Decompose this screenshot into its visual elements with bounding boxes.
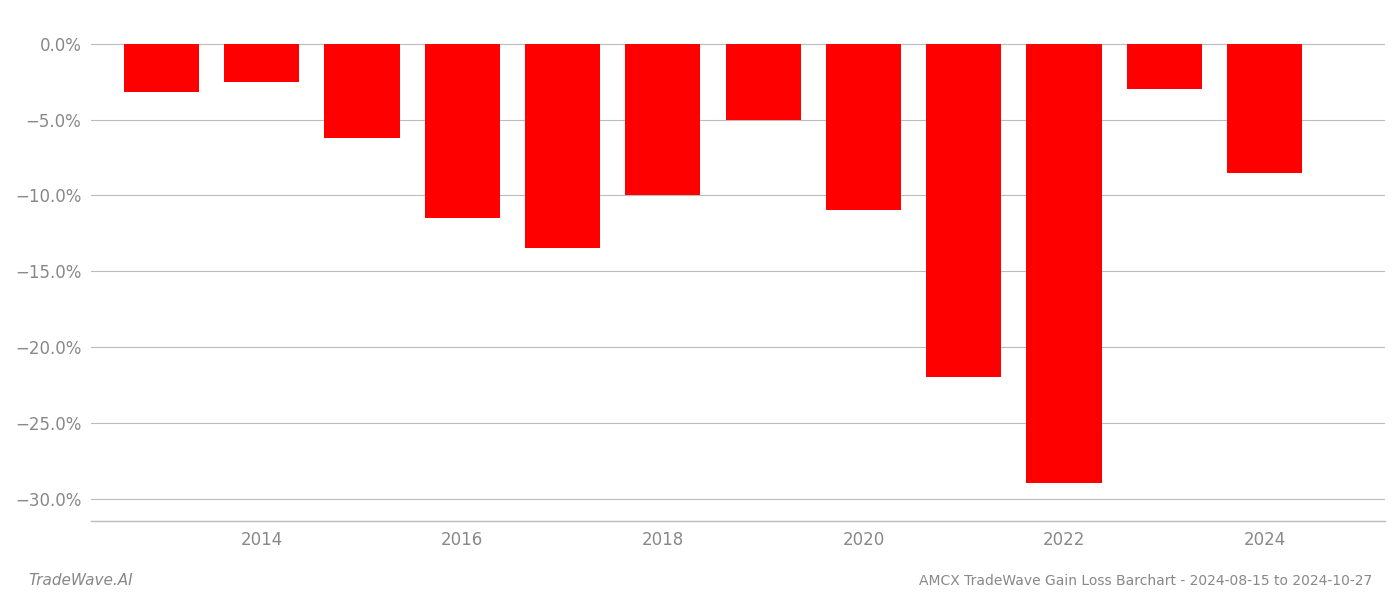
Bar [725,44,801,119]
Bar [927,44,1001,377]
Bar [224,44,300,82]
Text: TradeWave.AI: TradeWave.AI [28,573,133,588]
Bar [325,44,399,138]
Bar [626,44,700,196]
Bar [1127,44,1203,89]
Bar [1226,44,1302,173]
Bar [826,44,902,211]
Bar [525,44,601,248]
Text: AMCX TradeWave Gain Loss Barchart - 2024-08-15 to 2024-10-27: AMCX TradeWave Gain Loss Barchart - 2024… [918,574,1372,588]
Bar [123,44,199,92]
Bar [424,44,500,218]
Bar [1026,44,1102,484]
